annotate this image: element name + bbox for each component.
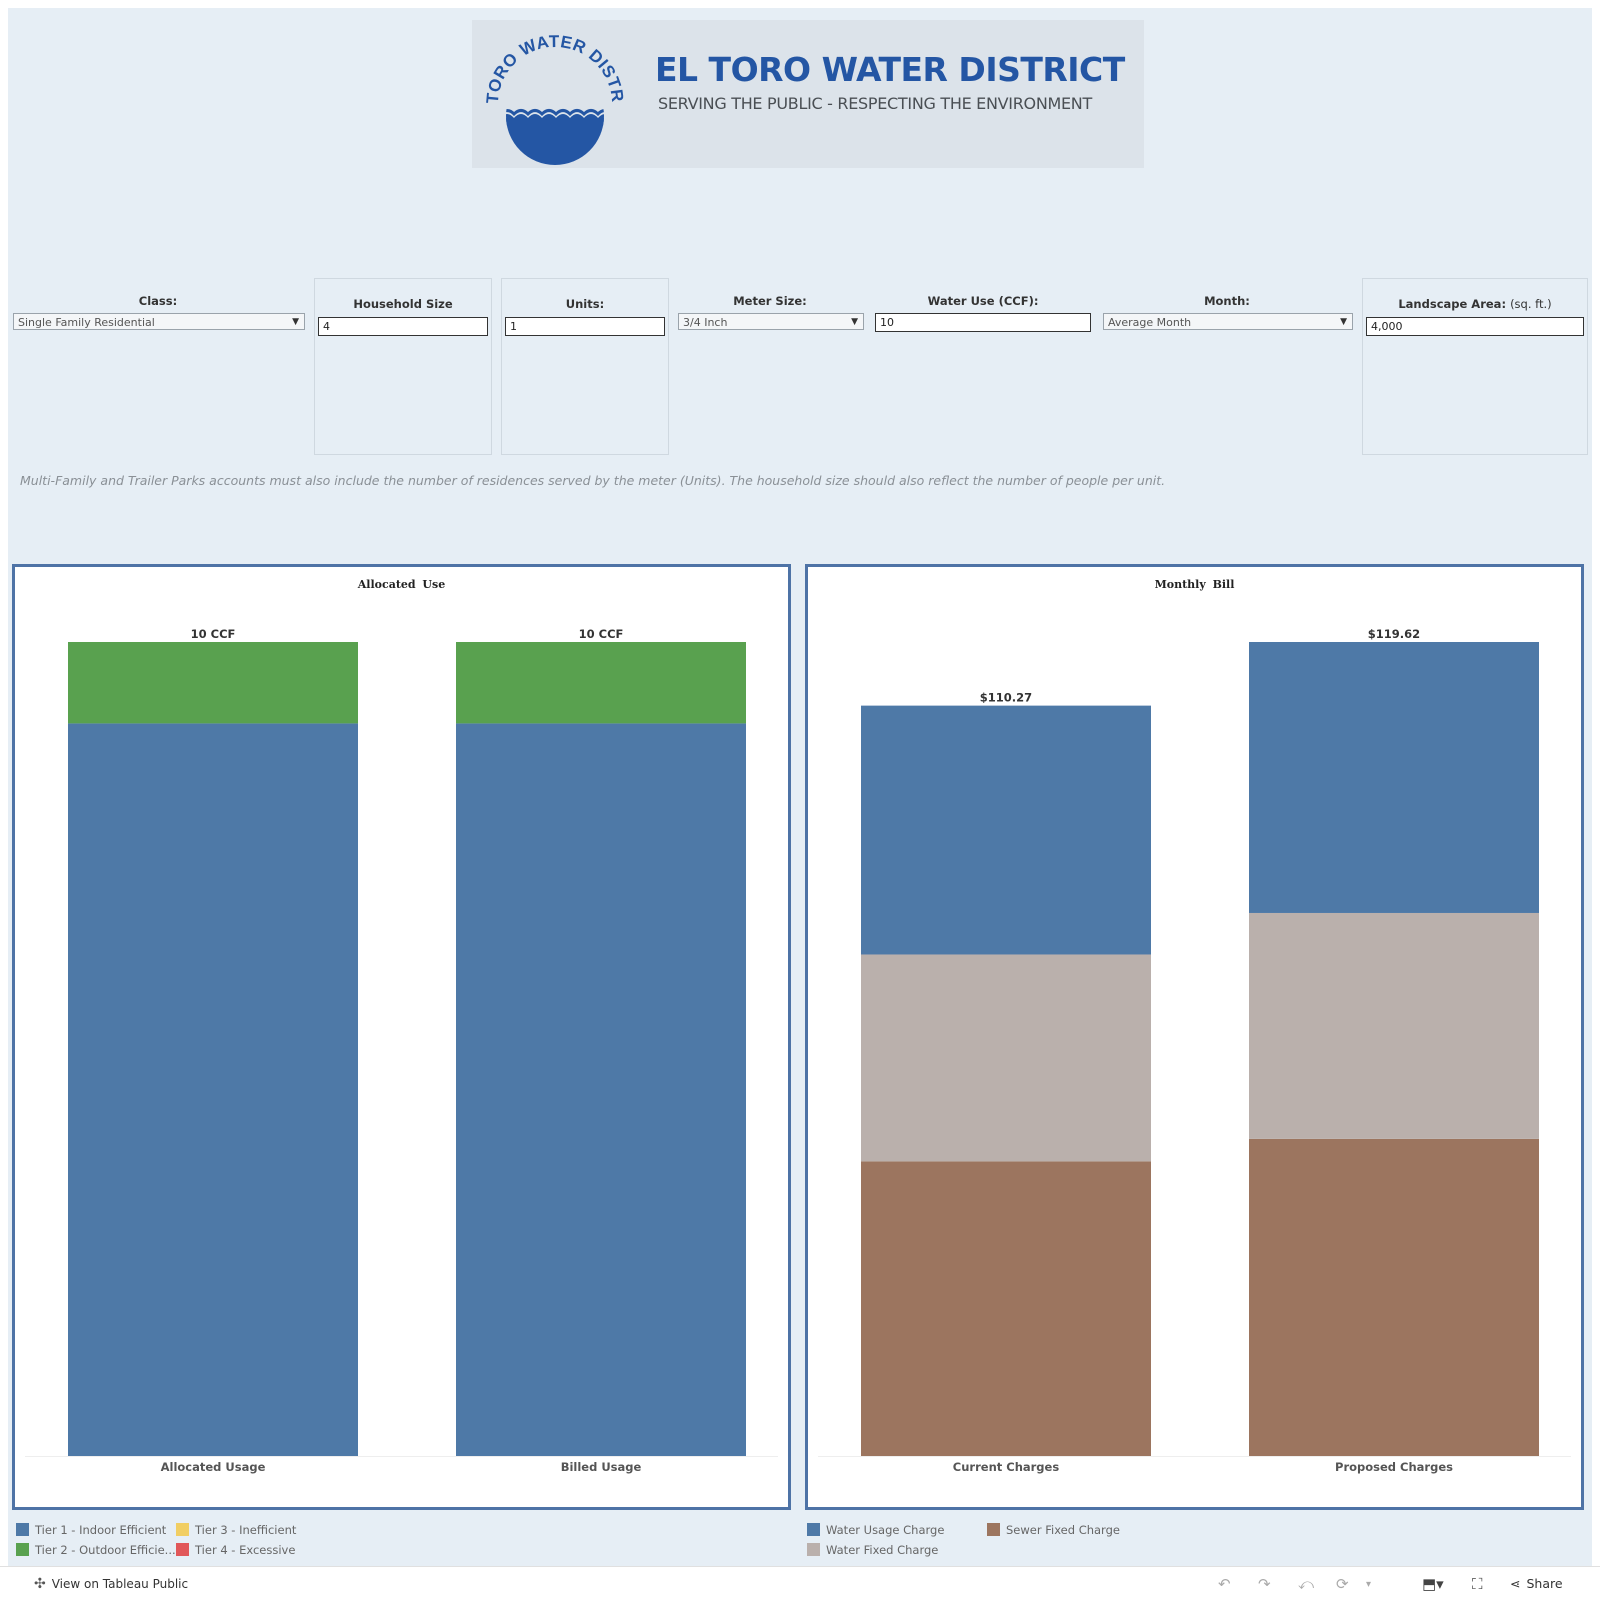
bar-total-label: $119.62 xyxy=(1368,627,1420,641)
allocated-use-title: Allocated Use xyxy=(357,578,446,591)
bar-segment-water-fixed-charge[interactable] xyxy=(1249,912,1539,1139)
svg-text:EL TORO WATER DISTRICT: EL TORO WATER DISTRICT xyxy=(480,26,627,104)
legend-swatch xyxy=(16,1543,29,1556)
view-on-tableau-label: View on Tableau Public xyxy=(51,1577,189,1591)
legend-label: Sewer Fixed Charge xyxy=(1006,1523,1120,1537)
water-use-filter: Water Use (CCF): 10 xyxy=(875,294,1091,334)
landscape-area-unit: (sq. ft.) xyxy=(1510,297,1552,311)
legend-swatch xyxy=(16,1523,29,1536)
dropdown-caret-icon: ▼ xyxy=(292,317,299,327)
household-size-input[interactable]: 4 xyxy=(318,317,488,336)
view-on-tableau-link[interactable]: ✣ View on Tableau Public xyxy=(34,1576,188,1592)
meter-size-select[interactable]: 3/4 Inch ▼ xyxy=(678,313,864,330)
bar-total-label: 10 CCF xyxy=(191,627,236,641)
bar-segment-water-fixed-charge[interactable] xyxy=(861,954,1151,1162)
legend-label: Water Fixed Charge xyxy=(826,1543,939,1557)
tableau-logo-icon: ✣ xyxy=(34,1576,46,1592)
category-label: Billed Usage xyxy=(561,1460,642,1474)
water-use-label: Water Use (CCF): xyxy=(927,294,1039,308)
class-label: Class: xyxy=(138,294,178,308)
month-label: Month: xyxy=(1204,294,1250,308)
bar-segment-tier-1-indoor-efficient[interactable] xyxy=(456,723,746,1456)
legend-swatch xyxy=(987,1523,1000,1536)
bar-segment-sewer-fixed-charge[interactable] xyxy=(861,1161,1151,1456)
legend-item-tier-2[interactable]: Tier 2 - Outdoor Efficie... xyxy=(16,1543,176,1557)
landscape-area-filter: Landscape Area: (sq. ft.) 4,000 xyxy=(1362,278,1588,455)
legend-item-tier-1[interactable]: Tier 1 - Indoor Efficient xyxy=(16,1523,166,1537)
bar-total-label: 10 CCF xyxy=(579,627,624,641)
legend-swatch xyxy=(176,1543,189,1556)
legend-label: Water Usage Charge xyxy=(826,1523,945,1537)
bar-segment-water-usage-charge[interactable] xyxy=(861,705,1151,955)
legend-swatch xyxy=(807,1543,820,1556)
legend-label: Tier 4 - Excessive xyxy=(195,1543,296,1557)
dropdown-caret-icon: ▼ xyxy=(851,317,858,327)
bar-segment-tier-2-outdoor-efficie[interactable] xyxy=(68,642,358,724)
legend-item-tier-4[interactable]: Tier 4 - Excessive xyxy=(176,1543,295,1557)
monthly-bill-title: Monthly Bill xyxy=(1154,578,1235,591)
brand-subtitle: SERVING THE PUBLIC - RESPECTING THE ENVI… xyxy=(658,94,1092,113)
usage-note: Multi-Family and Trailer Parks accounts … xyxy=(20,473,1166,488)
landscape-area-label: Landscape Area: (sq. ft.) xyxy=(1363,297,1587,311)
bar-total-label: $110.27 xyxy=(980,691,1032,705)
month-filter: Month: Average Month ▼ xyxy=(1102,294,1353,334)
allocated-use-panel: Allocated Use 10 CCF Allocated Usage 10 CC… xyxy=(12,564,791,1510)
monthly-bill-panel: Monthly Bill $110.27 Current Charges $119.… xyxy=(805,564,1584,1510)
meter-size-label: Meter Size: xyxy=(733,294,807,308)
share-icon: ⋖ xyxy=(1510,1576,1521,1591)
brand-title: EL TORO WATER DISTRICT xyxy=(655,50,1125,89)
class-filter: Class: Single Family Residential ▼ xyxy=(12,294,305,334)
units-input[interactable]: 1 xyxy=(505,317,665,336)
bar-segment-tier-2-outdoor-efficie[interactable] xyxy=(456,642,746,724)
dashboard: EL TORO WATER DISTRICT EL TORO WATER DIS… xyxy=(8,8,1592,1566)
meter-size-select-value: 3/4 Inch xyxy=(683,316,728,329)
month-select[interactable]: Average Month ▼ xyxy=(1103,313,1353,330)
units-label: Units: xyxy=(565,297,605,311)
download-icon[interactable]: ⬒▾ xyxy=(1422,1575,1444,1593)
legend-item-tier-3[interactable]: Tier 3 - Inefficient xyxy=(176,1523,296,1537)
category-label: Proposed Charges xyxy=(1335,1460,1453,1474)
logo-arc-text: EL TORO WATER DISTRICT xyxy=(480,26,627,104)
legend-swatch xyxy=(176,1523,189,1536)
legend-item-sewer-fixed[interactable]: Sewer Fixed Charge xyxy=(987,1523,1120,1537)
water-use-input[interactable]: 10 xyxy=(875,313,1091,332)
pause-dropdown-icon[interactable]: ▾ xyxy=(1366,1579,1372,1590)
share-label: Share xyxy=(1526,1576,1563,1591)
legend-item-water-fixed[interactable]: Water Fixed Charge xyxy=(807,1543,938,1557)
tableau-toolbar: ✣ View on Tableau Public ↶ ↷ ⤺ ⟳ ▾ ⬒▾ ⛶ ⋖… xyxy=(0,1566,1600,1601)
class-select[interactable]: Single Family Residential ▼ xyxy=(13,313,305,330)
legend-label: Tier 3 - Inefficient xyxy=(195,1523,297,1537)
redo-icon[interactable]: ↷ xyxy=(1258,1575,1271,1593)
category-label: Allocated Usage xyxy=(161,1460,266,1474)
legend-label: Tier 1 - Indoor Efficient xyxy=(35,1523,167,1537)
legend-label: Tier 2 - Outdoor Efficie... xyxy=(35,1543,176,1557)
dropdown-caret-icon: ▼ xyxy=(1340,317,1347,327)
revert-icon[interactable]: ⤺ xyxy=(1298,1575,1315,1593)
month-select-value: Average Month xyxy=(1108,316,1192,329)
bar-segment-tier-1-indoor-efficient[interactable] xyxy=(68,723,358,1456)
legend-item-water-usage[interactable]: Water Usage Charge xyxy=(807,1523,944,1537)
district-logo: EL TORO WATER DISTRICT xyxy=(480,26,627,165)
household-size-filter: Household Size 4 xyxy=(314,278,492,455)
bar-segment-sewer-fixed-charge[interactable] xyxy=(1249,1138,1539,1456)
allocated-use-chart: 10 CCF Allocated Usage 10 CCF Billed Usage xyxy=(25,627,778,1474)
share-button[interactable]: ⋖ Share xyxy=(1510,1576,1563,1591)
refresh-icon[interactable]: ⟳ xyxy=(1336,1575,1349,1593)
fullscreen-icon[interactable]: ⛶ xyxy=(1472,1575,1483,1593)
monthly-bill-chart: $110.27 Current Charges $119.62 Proposed Ch… xyxy=(818,627,1571,1474)
meter-size-filter: Meter Size: 3/4 Inch ▼ xyxy=(677,294,864,334)
units-filter: Units: 1 xyxy=(501,278,669,455)
household-size-label: Household Size xyxy=(353,297,453,311)
bar-segment-water-usage-charge[interactable] xyxy=(1249,642,1539,913)
category-label: Current Charges xyxy=(953,1460,1060,1474)
header-banner: EL TORO WATER DISTRICT EL TORO WATER DIS… xyxy=(472,20,1144,168)
class-select-value: Single Family Residential xyxy=(18,316,155,329)
undo-icon[interactable]: ↶ xyxy=(1218,1575,1231,1593)
landscape-area-input[interactable]: 4,000 xyxy=(1366,317,1584,336)
legend-swatch xyxy=(807,1523,820,1536)
landscape-area-label-text: Landscape Area: xyxy=(1398,297,1507,311)
